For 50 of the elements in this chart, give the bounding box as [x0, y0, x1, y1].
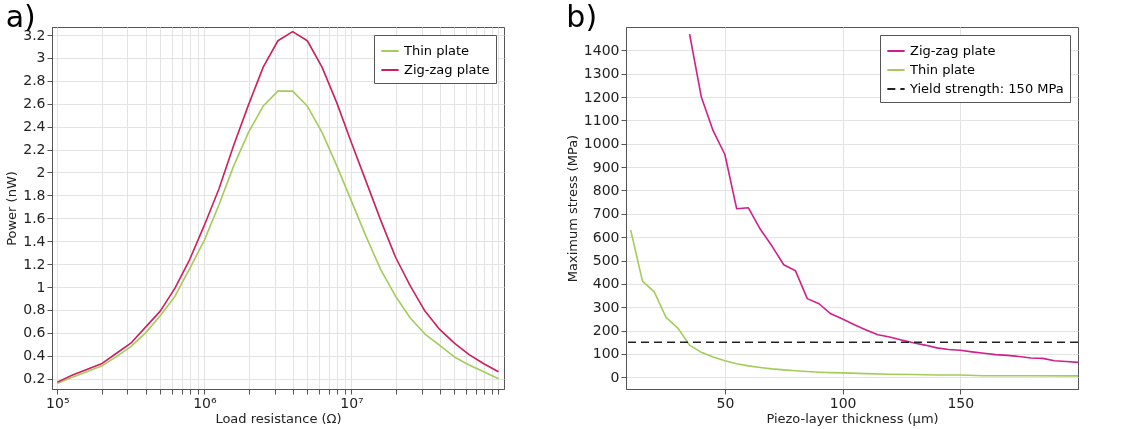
- x-tick-label: 10⁶: [193, 394, 217, 411]
- y-tick-label: 400: [592, 275, 620, 292]
- y-tick-label: 100: [592, 345, 620, 362]
- legend-label: Yield strength: 150 MPa: [909, 81, 1064, 96]
- y-tick-label: 800: [592, 181, 620, 198]
- y-tick-label: 0: [610, 368, 620, 385]
- line-series: [629, 229, 1078, 377]
- y-tick-label: 1200: [583, 88, 620, 105]
- y-tick-label: 1400: [583, 41, 620, 58]
- y-tick-label: 1.6: [23, 209, 46, 226]
- y-tick-label: 2.4: [23, 118, 46, 135]
- x-axis-title: Load resistance (Ω): [215, 410, 342, 426]
- legend-label: Zig-zag plate: [404, 62, 490, 77]
- y-tick-label: 0.6: [23, 324, 46, 341]
- y-tick-label: 2.8: [23, 72, 46, 89]
- y-tick-label: 1.8: [23, 186, 46, 203]
- chart-title: b): [566, 0, 598, 34]
- y-tick-label: 2: [36, 163, 46, 180]
- x-tick-label: 10⁵: [46, 394, 70, 411]
- y-tick-label: 500: [592, 252, 620, 269]
- y-tick-label: 0.2: [23, 370, 46, 387]
- y-tick-label: 600: [592, 228, 620, 245]
- y-tick-label: 1.2: [23, 255, 46, 272]
- x-tick-label: 150: [947, 394, 975, 411]
- y-tick-label: 1.4: [23, 232, 46, 249]
- y-tick-label: 1100: [583, 111, 620, 128]
- x-tick-label: 100: [829, 394, 857, 411]
- y-tick-label: 1300: [583, 65, 620, 82]
- legend-label: Thin plate: [909, 62, 976, 77]
- x-axis-title: Piezo-layer thickness (µm): [766, 410, 939, 426]
- y-tick-label: 200: [592, 322, 620, 339]
- line-series: [56, 30, 500, 383]
- y-axis-title: Maximum stress (MPa): [564, 134, 580, 283]
- y-tick-label: 2.2: [23, 141, 46, 158]
- y-tick-label: 0.4: [23, 347, 46, 364]
- y-tick-label: 0.8: [23, 301, 46, 318]
- y-tick-label: 700: [592, 205, 620, 222]
- legend-label: Zig-zag plate: [910, 43, 996, 58]
- legend-label: Thin plate: [403, 43, 470, 58]
- y-tick-label: 300: [592, 298, 620, 315]
- line-series: [56, 90, 500, 385]
- line-series: [688, 33, 1078, 364]
- x-tick-label: 50: [716, 394, 735, 411]
- y-tick-label: 3: [36, 49, 46, 66]
- y-tick-label: 2.6: [23, 95, 46, 112]
- x-tick-label: 10⁷: [340, 394, 364, 411]
- y-axis-title: Power (nW): [4, 171, 20, 246]
- y-tick-label: 900: [592, 158, 620, 175]
- y-tick-label: 1000: [583, 135, 620, 152]
- y-tick-label: 1: [36, 278, 46, 295]
